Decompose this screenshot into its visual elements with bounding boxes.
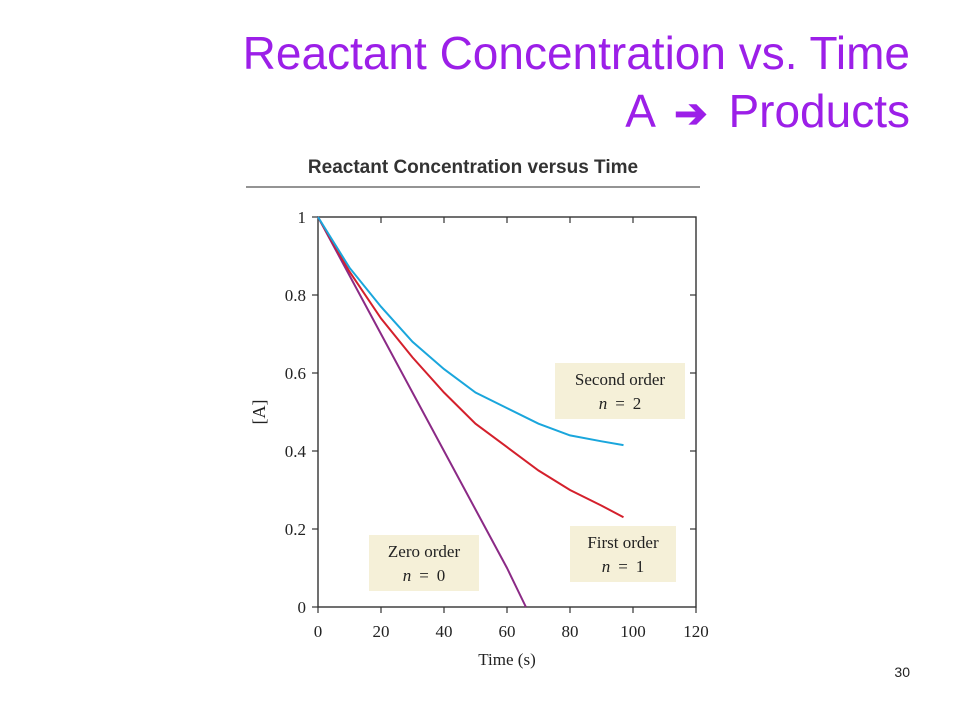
series-lines [317, 216, 624, 608]
y-tick-label: 0.8 [285, 286, 306, 305]
x-tick-label: 60 [499, 622, 516, 641]
zero-order-label: Zero order n = 0 [369, 535, 479, 591]
order-variable: n [403, 566, 412, 585]
order-variable: n [602, 557, 611, 576]
first-order-label-equation: n = 1 [602, 557, 645, 576]
x-tick-label: 0 [314, 622, 323, 641]
series-line-first-order [317, 216, 624, 519]
second-order-label-box [555, 363, 685, 419]
x-tick-label: 120 [683, 622, 709, 641]
order-equals: = [615, 394, 625, 413]
order-equals: = [618, 557, 628, 576]
order-value: 2 [633, 394, 642, 413]
x-tick-label: 20 [373, 622, 390, 641]
second-order-label-name: Second order [575, 370, 666, 389]
y-tick-label: 0 [298, 598, 307, 617]
first-order-label-name: First order [587, 533, 659, 552]
zero-order-label-equation: n = 0 [403, 566, 446, 585]
second-order-label-equation: n = 2 [599, 394, 642, 413]
series-line-second-order [317, 216, 624, 447]
order-variable: n [599, 394, 608, 413]
first-order-label-box [570, 526, 676, 582]
second-order-label: Second order n = 2 [555, 363, 685, 419]
series-label-boxes: Zero order n = 0 First order n = 1 Second order n… [369, 363, 685, 591]
y-axis-label: [A] [249, 400, 269, 425]
y-tick-label: 1 [298, 208, 307, 227]
x-tick-label: 100 [620, 622, 646, 641]
order-equals: = [419, 566, 429, 585]
title-products: Products [728, 85, 910, 137]
series-line-zero-order [317, 216, 527, 608]
x-tick-label: 40 [436, 622, 453, 641]
order-value: 0 [437, 566, 446, 585]
y-tick-label: 0.6 [285, 364, 306, 383]
zero-order-label-box [369, 535, 479, 591]
title-reactant: A [625, 85, 654, 137]
page-number: 30 [894, 664, 910, 680]
x-axis-label: Time (s) [478, 650, 535, 669]
chart-title: Reactant Concentration versus Time [308, 157, 638, 178]
zero-order-label-name: Zero order [388, 542, 461, 561]
x-tick-label: 80 [562, 622, 579, 641]
title-line-1: Reactant Concentration vs. Time [242, 27, 910, 79]
slide-title: Reactant Concentration vs. Time A ➔ Prod… [50, 24, 910, 143]
order-value: 1 [636, 557, 645, 576]
first-order-label: First order n = 1 [570, 526, 676, 582]
y-tick-label: 0.2 [285, 520, 306, 539]
y-tick-label: 0.4 [285, 442, 307, 461]
right-arrow-icon: ➔ [674, 92, 708, 136]
title-line-2: A ➔ Products [50, 82, 910, 143]
